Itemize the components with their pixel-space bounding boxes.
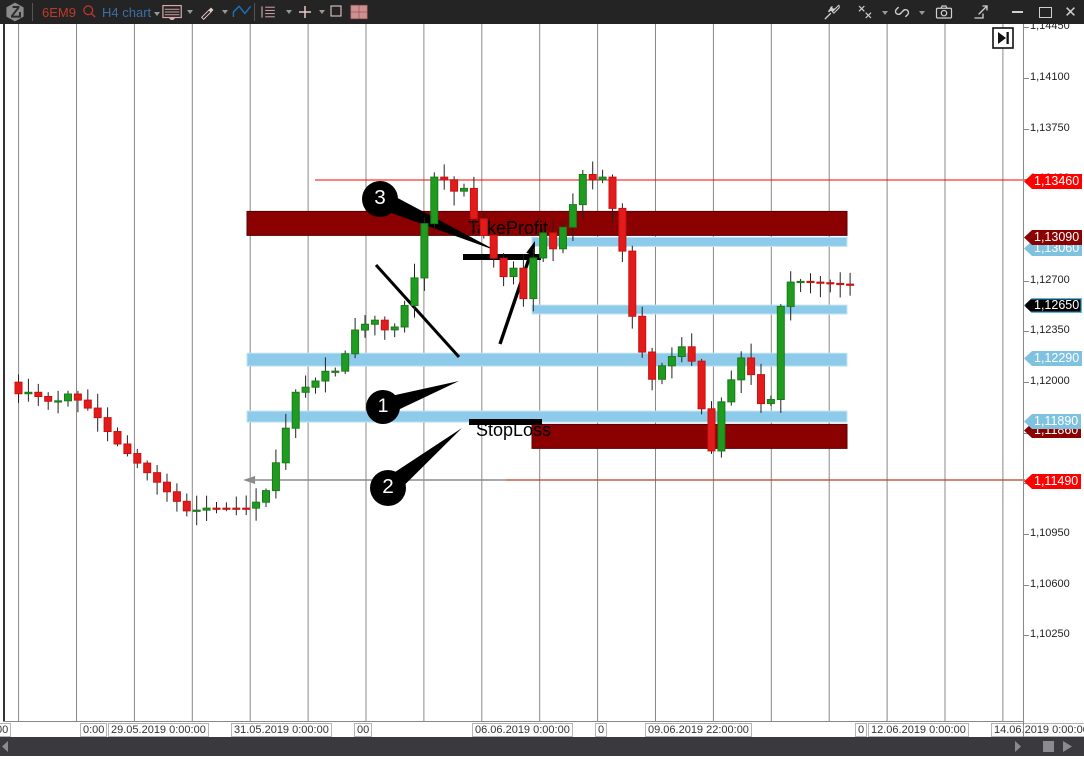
- svg-text:3: 3: [374, 186, 386, 209]
- svg-text:2: 2: [382, 475, 394, 498]
- svg-text:1: 1: [378, 395, 389, 417]
- svg-text:StopLoss: StopLoss: [476, 420, 551, 440]
